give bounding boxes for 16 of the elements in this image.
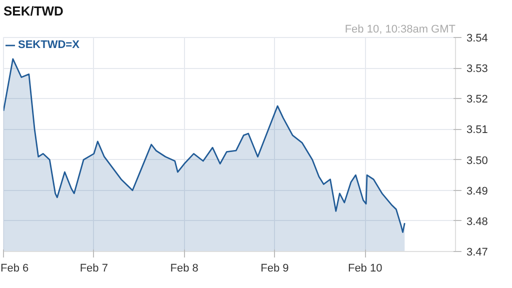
chart-title: SEK/TWD bbox=[4, 4, 64, 18]
y-tick-label: 3.47 bbox=[466, 246, 488, 258]
x-tick-label: Feb 9 bbox=[260, 262, 289, 274]
y-tick-label: 3.51 bbox=[466, 124, 488, 136]
y-tick-label: 3.48 bbox=[466, 216, 488, 228]
x-tick-label: Feb 10 bbox=[348, 262, 382, 274]
x-tick-label: Feb 6 bbox=[0, 262, 29, 274]
y-tick-label: 3.50 bbox=[466, 154, 488, 167]
y-tick-label: 3.52 bbox=[466, 94, 488, 106]
y-tick-label: 3.53 bbox=[466, 63, 488, 76]
y-tick-label: 3.49 bbox=[466, 185, 488, 198]
legend-label: SEKTWD=X bbox=[18, 39, 80, 51]
text: Feb 10, 10:38am GMT bbox=[344, 24, 456, 36]
x-tick-label: Feb 8 bbox=[170, 262, 198, 274]
y-tick-label: 3.54 bbox=[466, 32, 488, 44]
x-tick-label: Feb 7 bbox=[80, 262, 108, 274]
